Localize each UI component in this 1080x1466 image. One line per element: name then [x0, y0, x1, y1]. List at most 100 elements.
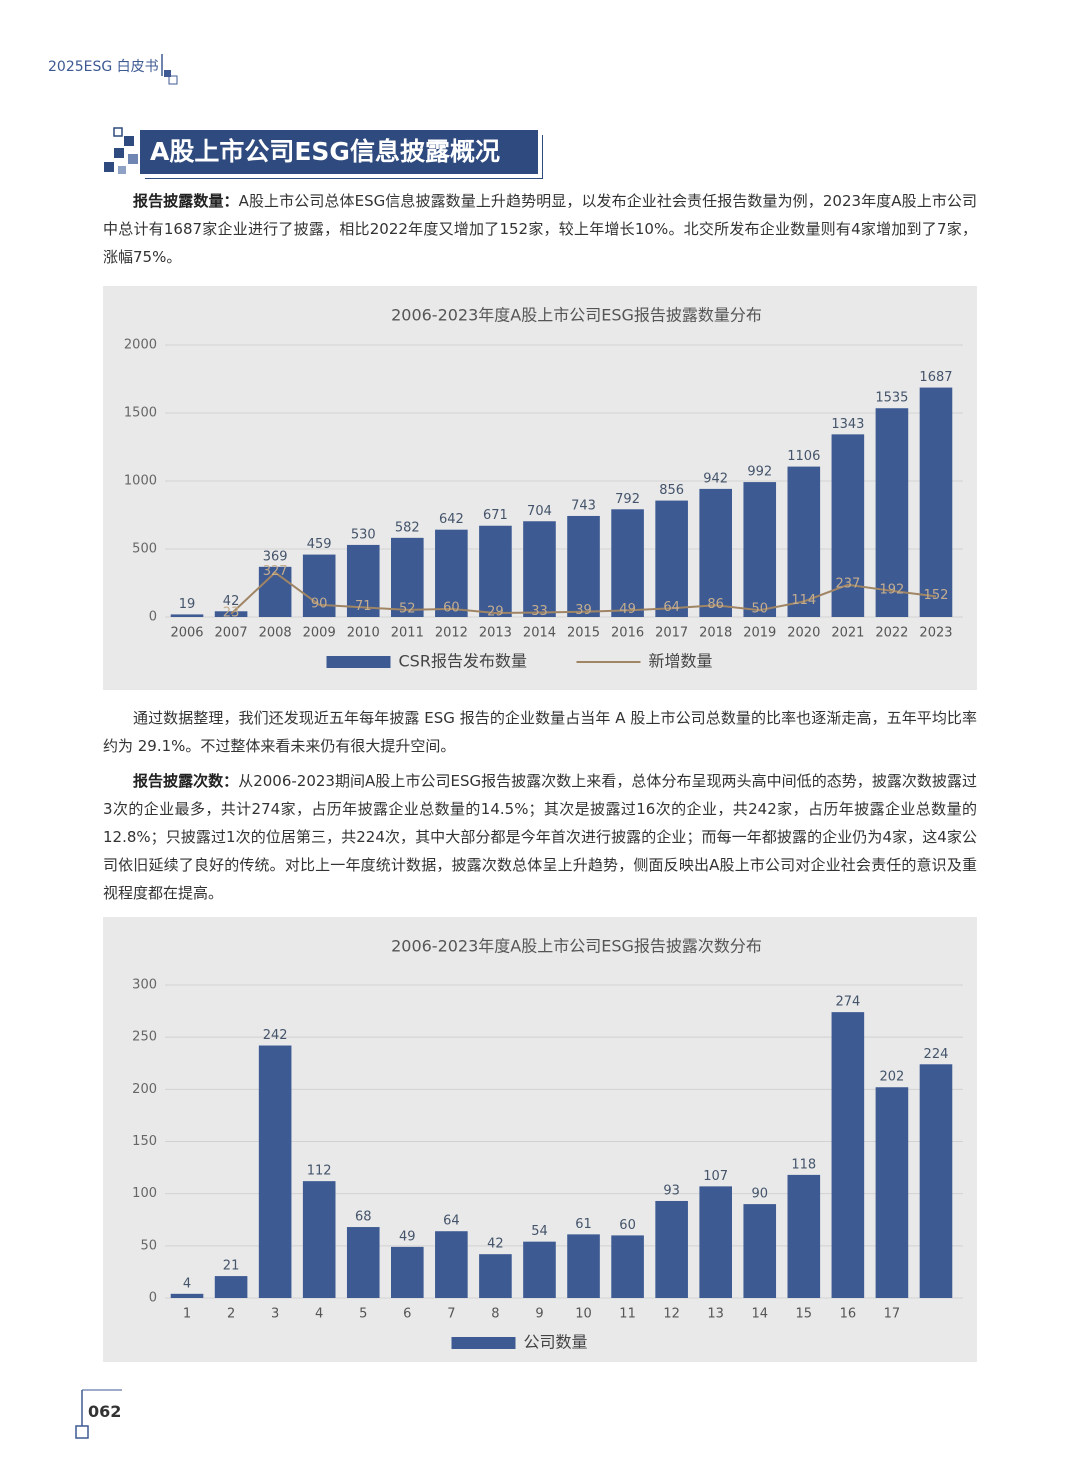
section-title: A股上市公司ESG信息披露概况	[140, 130, 538, 174]
paragraph-lead: 报告披露次数：	[133, 772, 239, 790]
bar	[170, 614, 204, 617]
x-tick-label: 17	[884, 1307, 901, 1322]
paragraph: 报告披露数量：A股上市公司总体ESG信息披露数量上升趋势明显，以发布企业社会责任…	[103, 187, 977, 271]
y-tick-label: 100	[132, 1186, 157, 1201]
bar	[391, 1246, 424, 1298]
bar-value-label: 90	[751, 1187, 768, 1202]
legend-label: 公司数量	[524, 1333, 588, 1352]
bar-value-label: 530	[351, 527, 376, 542]
y-tick-label: 250	[132, 1030, 157, 1045]
x-tick-label: 16	[840, 1307, 857, 1322]
bar	[831, 1012, 865, 1298]
header-deco	[161, 54, 178, 85]
x-tick-label: 10	[575, 1307, 592, 1322]
page-number: 062	[88, 1402, 122, 1421]
section-deco	[104, 127, 138, 174]
x-tick-label: 2008	[259, 626, 292, 641]
line-value-label: 192	[880, 582, 905, 597]
bar	[919, 387, 953, 617]
bar	[346, 544, 380, 617]
bar-value-label: 369	[263, 549, 288, 564]
x-tick-label: 2012	[435, 626, 468, 641]
bar-value-label: 856	[659, 483, 684, 498]
bar	[919, 1064, 953, 1298]
bar	[302, 1181, 336, 1298]
x-tick-label: 2014	[523, 626, 556, 641]
y-tick-label: 1000	[124, 474, 157, 489]
line-value-label: 152	[924, 588, 949, 603]
line-value-label: 29	[487, 605, 504, 620]
page-number-deco	[75, 1389, 122, 1439]
bar-value-label: 992	[747, 465, 772, 480]
bar-value-label: 64	[443, 1214, 460, 1229]
paragraph-text: A股上市公司总体ESG信息披露数量上升趋势明显，以发布企业社会责任报告数量为例，…	[103, 192, 977, 266]
x-tick-label: 2006	[170, 626, 203, 641]
y-tick-label: 0	[149, 1291, 157, 1306]
x-tick-label: 2016	[611, 626, 644, 641]
bar-value-label: 61	[575, 1217, 592, 1232]
bar-value-label: 4	[183, 1276, 191, 1291]
x-tick-label: 3	[271, 1307, 279, 1322]
bar-value-label: 60	[619, 1218, 636, 1233]
bar-value-label: 642	[439, 512, 464, 527]
x-tick-label: 4	[315, 1307, 323, 1322]
x-tick-label: 2022	[875, 626, 908, 641]
y-tick-label: 50	[140, 1238, 157, 1253]
bar	[611, 1235, 644, 1298]
bar-value-label: 274	[835, 995, 860, 1010]
bar	[479, 525, 512, 617]
bar	[787, 1174, 821, 1298]
header-title: 2025ESG 白皮书	[48, 59, 159, 75]
bar-value-label: 224	[924, 1047, 949, 1062]
x-tick-label: 2019	[743, 626, 776, 641]
paragraph: 报告披露次数：从2006-2023期间A股上市公司ESG报告披露次数上来看，总体…	[103, 767, 977, 907]
paragraph-text: 通过数据整理，我们还发现近五年每年披露 ESG 报告的企业数量占当年 A 股上市…	[103, 709, 977, 755]
legend-label: 新增数量	[649, 652, 713, 671]
x-tick-label: 2010	[347, 626, 380, 641]
x-tick-label: 2018	[699, 626, 732, 641]
x-tick-label: 2007	[215, 626, 248, 641]
bar-value-label: 242	[263, 1028, 288, 1043]
bar	[214, 1276, 248, 1298]
bar	[787, 466, 821, 617]
paragraph: 通过数据整理，我们还发现近五年每年披露 ESG 报告的企业数量占当年 A 股上市…	[103, 704, 977, 760]
bar-value-label: 459	[307, 537, 332, 552]
y-tick-label: 200	[132, 1082, 157, 1097]
bar-value-label: 792	[615, 492, 640, 507]
chart: 2006-2023年度A股上市公司ESG报告披露次数分布 0 50 100 150 200…	[132, 937, 963, 1352]
line-value-label: 49	[619, 602, 636, 617]
x-tick-label: 11	[619, 1307, 636, 1322]
line-value-label: 71	[355, 599, 372, 614]
bar-value-label: 68	[355, 1210, 372, 1225]
bar-value-label: 107	[703, 1169, 728, 1184]
bar	[611, 509, 644, 617]
x-tick-label: 12	[663, 1307, 680, 1322]
bar-value-label: 202	[880, 1070, 905, 1085]
chart-panel: 2006-2023年度A股上市公司ESG报告披露数量分布 0 500 1000 1500…	[103, 286, 977, 690]
x-tick-label: 1	[183, 1307, 191, 1322]
bar	[743, 1204, 777, 1298]
bar	[699, 1186, 732, 1298]
bar	[567, 1234, 600, 1298]
chart-panel: 2006-2023年度A股上市公司ESG报告披露次数分布 0 50 100 150 200…	[103, 917, 977, 1362]
bar	[655, 1200, 688, 1298]
line-value-label: 60	[443, 600, 460, 615]
line-value-label: 64	[663, 600, 680, 615]
line-value-label: 90	[311, 596, 328, 611]
bar-value-label: 21	[223, 1259, 240, 1274]
paragraph-lead: 报告披露数量：	[133, 192, 239, 210]
x-tick-label: 2021	[831, 626, 864, 641]
bar	[479, 1254, 512, 1298]
x-tick-label: 8	[491, 1307, 499, 1322]
line	[230, 571, 937, 615]
bar	[523, 1241, 556, 1298]
paragraph-text: 从2006-2023期间A股上市公司ESG报告披露次数上来看，总体分布呈现两头高…	[103, 772, 977, 902]
bar-value-label: 942	[703, 471, 728, 486]
line-value-label: 114	[791, 593, 816, 608]
x-tick-label: 2020	[787, 626, 820, 641]
legend-label: CSR报告发布数量	[399, 652, 527, 671]
line-value-label: 86	[707, 597, 724, 612]
bar-value-label: 112	[307, 1164, 332, 1179]
bar-value-label: 704	[527, 504, 552, 519]
